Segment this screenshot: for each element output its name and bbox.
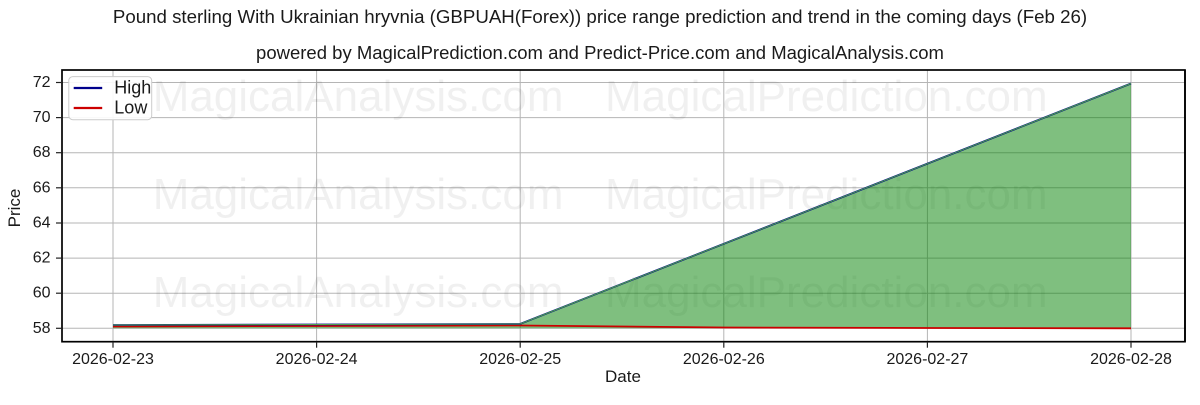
svg-text:2026-02-23: 2026-02-23 [72, 351, 154, 368]
svg-text:58: 58 [33, 320, 51, 337]
svg-text:High: High [114, 78, 151, 98]
svg-text:Date: Date [605, 367, 641, 386]
svg-text:MagicalAnalysis.com: MagicalAnalysis.com [153, 170, 564, 219]
svg-text:64: 64 [33, 215, 51, 232]
svg-text:68: 68 [33, 144, 51, 161]
svg-text:Low: Low [114, 98, 148, 118]
svg-text:62: 62 [33, 250, 51, 267]
svg-text:MagicalPrediction.com: MagicalPrediction.com [605, 72, 1048, 121]
svg-text:72: 72 [33, 74, 51, 91]
svg-text:2026-02-24: 2026-02-24 [276, 351, 358, 368]
svg-text:66: 66 [33, 179, 51, 196]
svg-text:70: 70 [33, 109, 51, 126]
svg-text:2026-02-25: 2026-02-25 [479, 351, 561, 368]
svg-text:60: 60 [33, 285, 51, 302]
svg-text:MagicalAnalysis.com: MagicalAnalysis.com [153, 268, 564, 317]
svg-text:MagicalAnalysis.com: MagicalAnalysis.com [153, 72, 564, 121]
svg-text:2026-02-26: 2026-02-26 [683, 351, 765, 368]
svg-text:Price: Price [5, 189, 24, 228]
svg-text:2026-02-28: 2026-02-28 [1090, 351, 1172, 368]
svg-text:2026-02-27: 2026-02-27 [886, 351, 968, 368]
